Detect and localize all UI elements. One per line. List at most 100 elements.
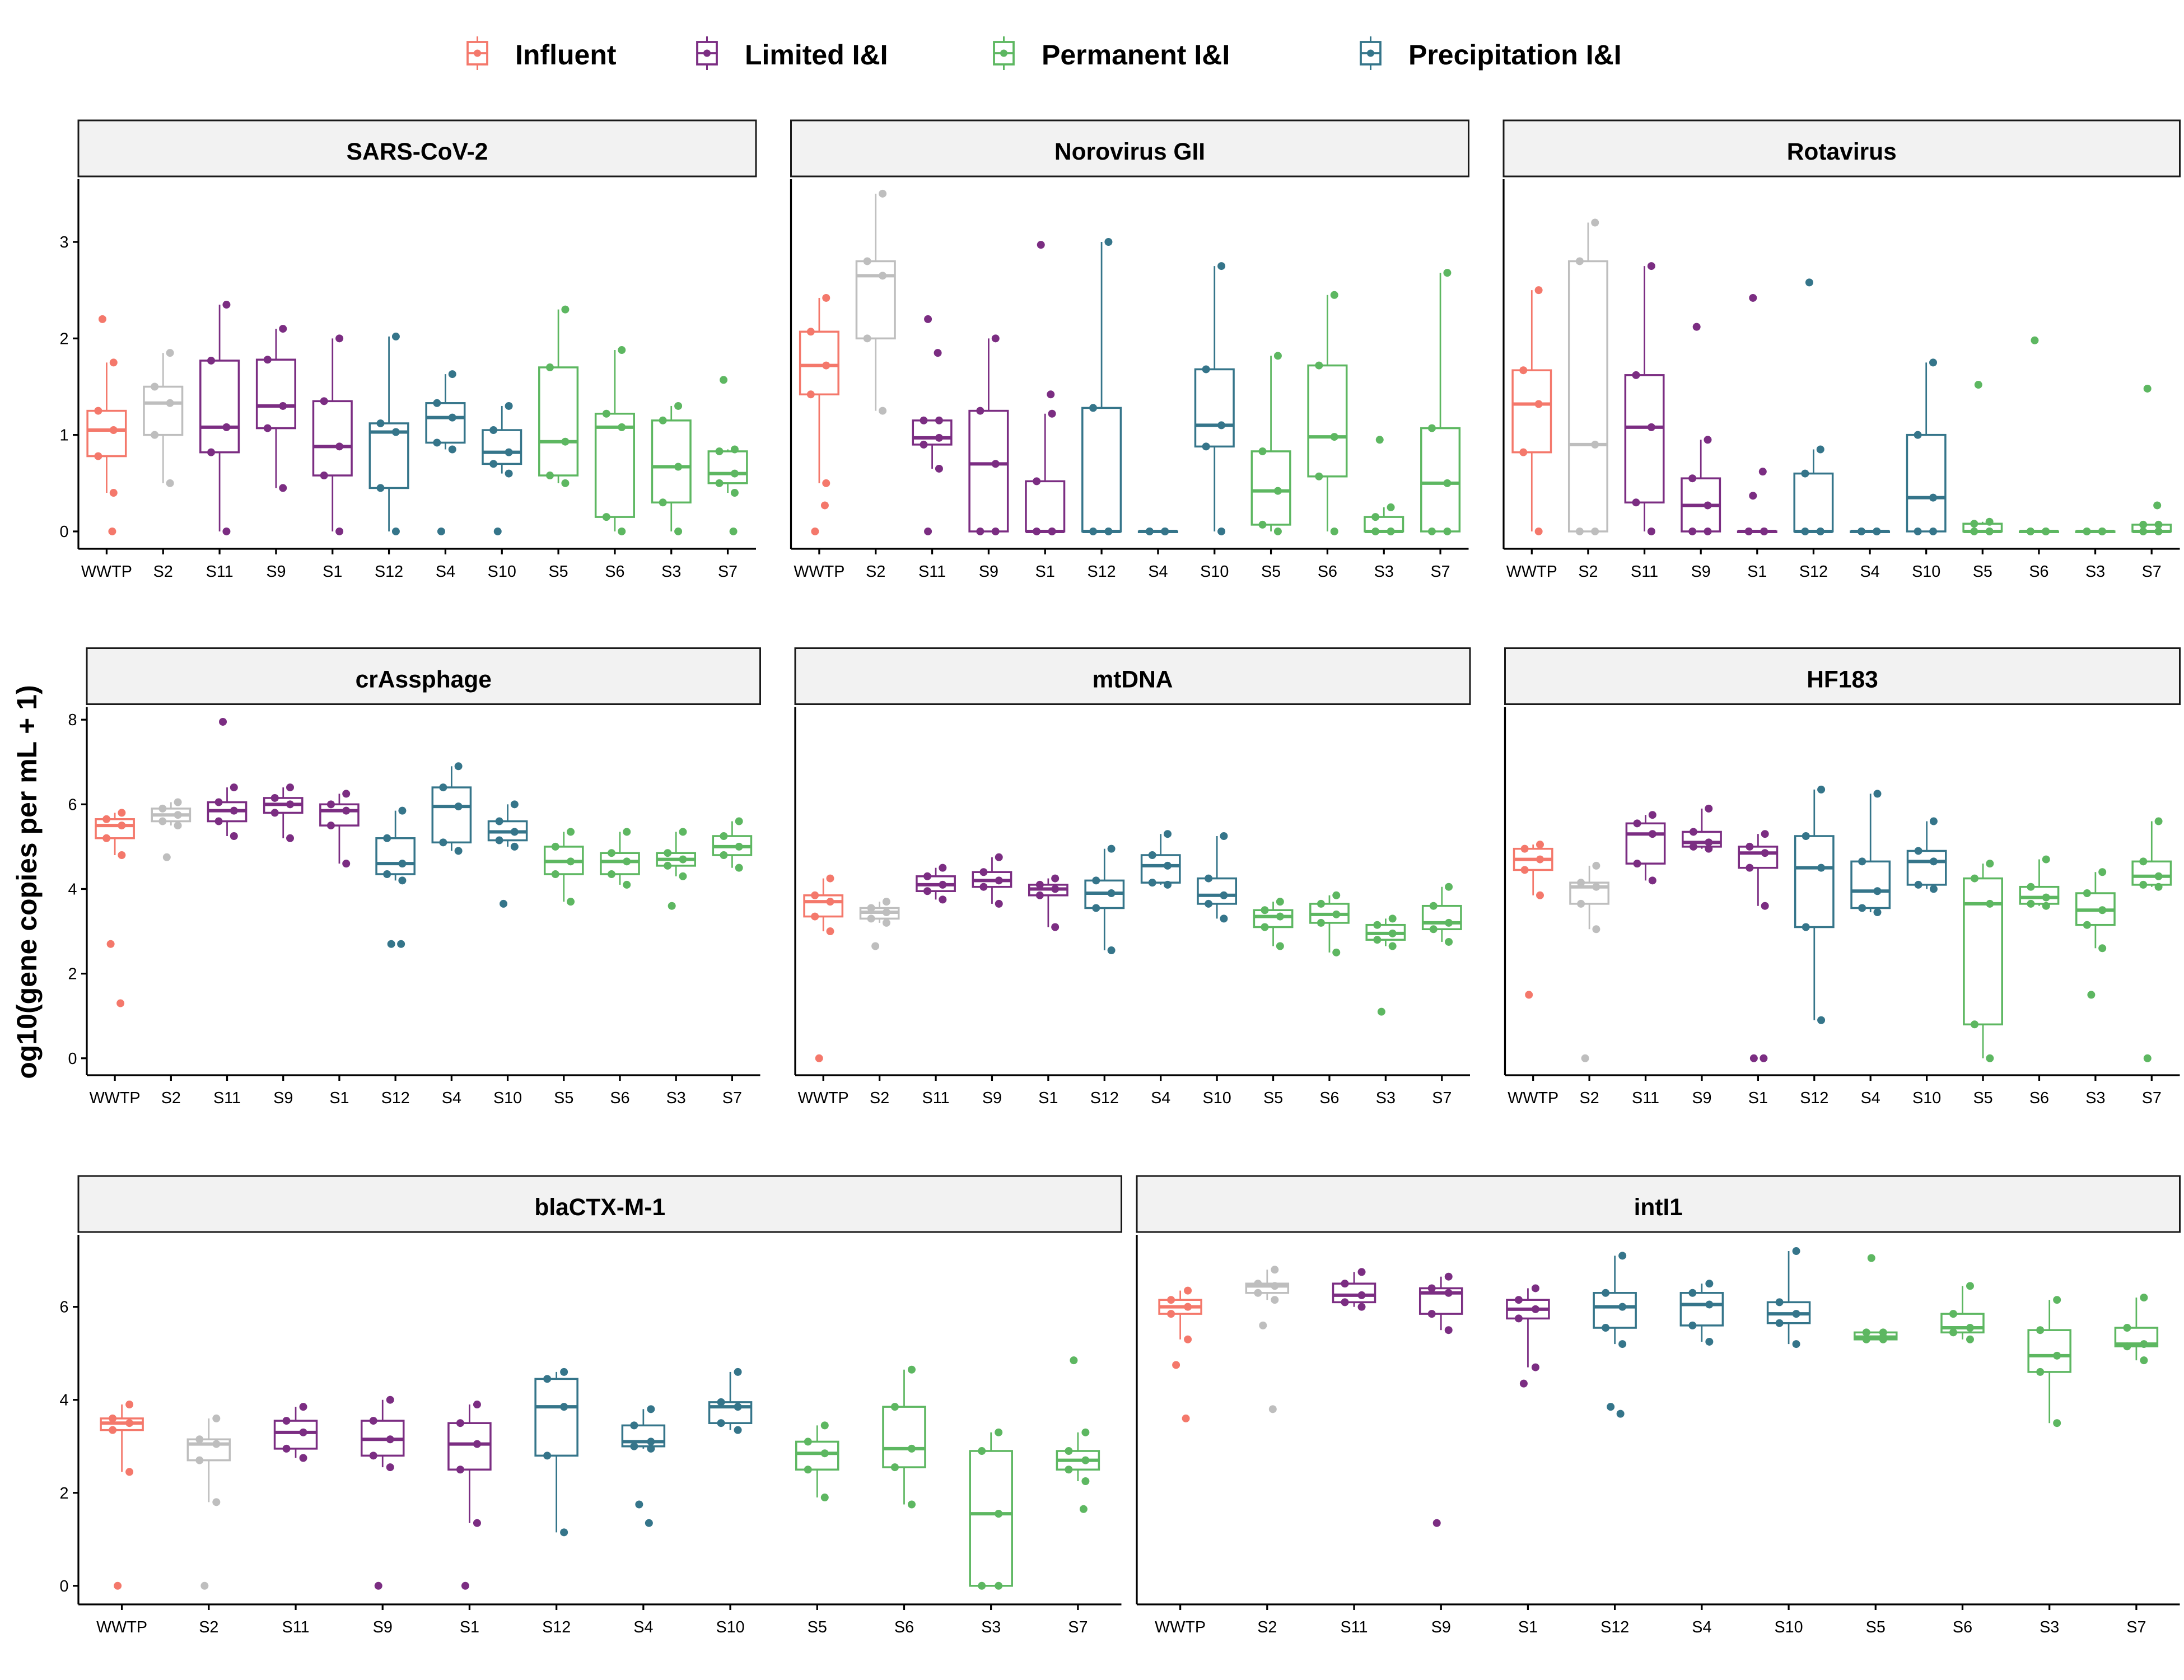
box — [1511, 369, 1552, 454]
panel-hf183: HF183 WWTP S2 S11 S9 S1 S12 S4 S10 S5 S6 S3 S7 — [1504, 647, 2181, 1107]
data-point — [664, 861, 672, 870]
data-point — [166, 479, 174, 487]
box-wwtp — [86, 315, 127, 535]
data-point — [2098, 527, 2106, 535]
data-point — [1330, 433, 1338, 441]
x-tick-label: S5 — [554, 1089, 573, 1107]
legend-item-permanent-i-i: Permanent I&I — [993, 36, 1230, 71]
data-point — [282, 1417, 291, 1425]
x-tick-label: S7 — [1068, 1618, 1088, 1636]
data-point — [1705, 1280, 1714, 1288]
outlier-point — [116, 999, 125, 1007]
x-tick-label: S10 — [493, 1089, 522, 1107]
box — [255, 358, 296, 430]
data-point — [2154, 883, 2163, 891]
data-point — [2140, 1294, 2148, 1302]
data-point — [1035, 880, 1044, 889]
data-point — [369, 1452, 377, 1460]
x-tick-label: S12 — [1090, 1089, 1119, 1107]
outlier-point — [811, 527, 819, 535]
data-point — [118, 809, 126, 817]
data-point — [1089, 404, 1097, 412]
data-point — [335, 442, 344, 451]
box-s2 — [151, 798, 192, 861]
box-s9 — [972, 853, 1012, 908]
x-tick-label: S1 — [1747, 563, 1767, 581]
data-point — [1591, 527, 1599, 535]
box — [1421, 904, 1462, 931]
outlier-point — [1375, 436, 1384, 444]
data-point — [326, 822, 335, 830]
data-point — [1443, 269, 1452, 277]
x-tick-label: S2 — [1257, 1618, 1277, 1636]
data-point — [335, 334, 344, 343]
data-point — [2042, 855, 2050, 864]
data-point — [286, 834, 294, 842]
data-point — [1592, 925, 1600, 934]
data-point — [1429, 925, 1438, 934]
data-point — [1591, 218, 1599, 227]
data-point — [679, 872, 687, 880]
data-point — [879, 272, 887, 280]
y-tick-label: 2 — [68, 965, 77, 983]
box — [1793, 472, 1834, 533]
box — [1140, 854, 1181, 884]
data-point — [551, 870, 559, 879]
data-point — [1817, 1016, 1826, 1024]
data-point — [907, 1444, 916, 1453]
outlier-point — [1805, 278, 1813, 287]
box — [186, 1438, 231, 1462]
data-point — [1914, 431, 1922, 439]
data-point — [1217, 527, 1226, 535]
x-tick-label: S5 — [1973, 563, 1992, 581]
panel-strip — [86, 647, 761, 705]
data-point — [1602, 1289, 1610, 1297]
x-tick-label: S12 — [542, 1618, 571, 1636]
panel-sars-cov-2: SARS-CoV-2 0 1 2 3 WWTP S2 S11 S9 S1 S12 S4 S10 S5 S6 S… — [60, 119, 757, 581]
data-point — [1971, 874, 1979, 883]
data-point — [1315, 361, 1323, 370]
box — [431, 786, 472, 844]
data-point — [647, 1444, 655, 1453]
x-tick-label: S4 — [633, 1618, 653, 1636]
data-point — [195, 1456, 204, 1464]
data-point — [991, 460, 1000, 468]
x-tick-label: S6 — [1953, 1618, 1972, 1636]
data-point — [734, 1368, 742, 1376]
data-point — [1862, 1335, 1870, 1343]
data-point — [1705, 1337, 1714, 1346]
box-s1 — [319, 790, 360, 868]
x-tick-label: S2 — [161, 1089, 181, 1107]
data-point — [1647, 527, 1655, 535]
outlier-point — [1974, 381, 1982, 389]
data-point — [2123, 1342, 2131, 1351]
data-point — [1858, 527, 1866, 535]
data-point — [2026, 527, 2034, 535]
box-s12 — [534, 1368, 578, 1537]
box-s12 — [368, 332, 409, 535]
data-point — [879, 407, 887, 415]
data-point — [1792, 1310, 1800, 1318]
data-point — [109, 358, 118, 367]
data-point — [279, 325, 287, 333]
box-s7 — [2131, 384, 2172, 535]
data-point — [1444, 1272, 1453, 1281]
data-point — [1271, 1296, 1279, 1304]
data-point — [109, 1414, 117, 1422]
outlier-point — [114, 1581, 122, 1590]
data-point — [1167, 1310, 1175, 1318]
data-point — [342, 790, 351, 798]
box — [199, 360, 240, 454]
box-s6 — [594, 346, 635, 535]
data-point — [222, 527, 231, 535]
data-point — [811, 912, 819, 921]
box-s3 — [656, 828, 697, 910]
data-point — [369, 1417, 377, 1425]
data-point — [2083, 889, 2091, 898]
data-point — [454, 847, 463, 855]
box-s6 — [1940, 1282, 1985, 1343]
data-point — [335, 527, 344, 535]
data-point — [1970, 527, 1978, 535]
data-point — [212, 1414, 221, 1422]
box-s6 — [1307, 291, 1348, 535]
